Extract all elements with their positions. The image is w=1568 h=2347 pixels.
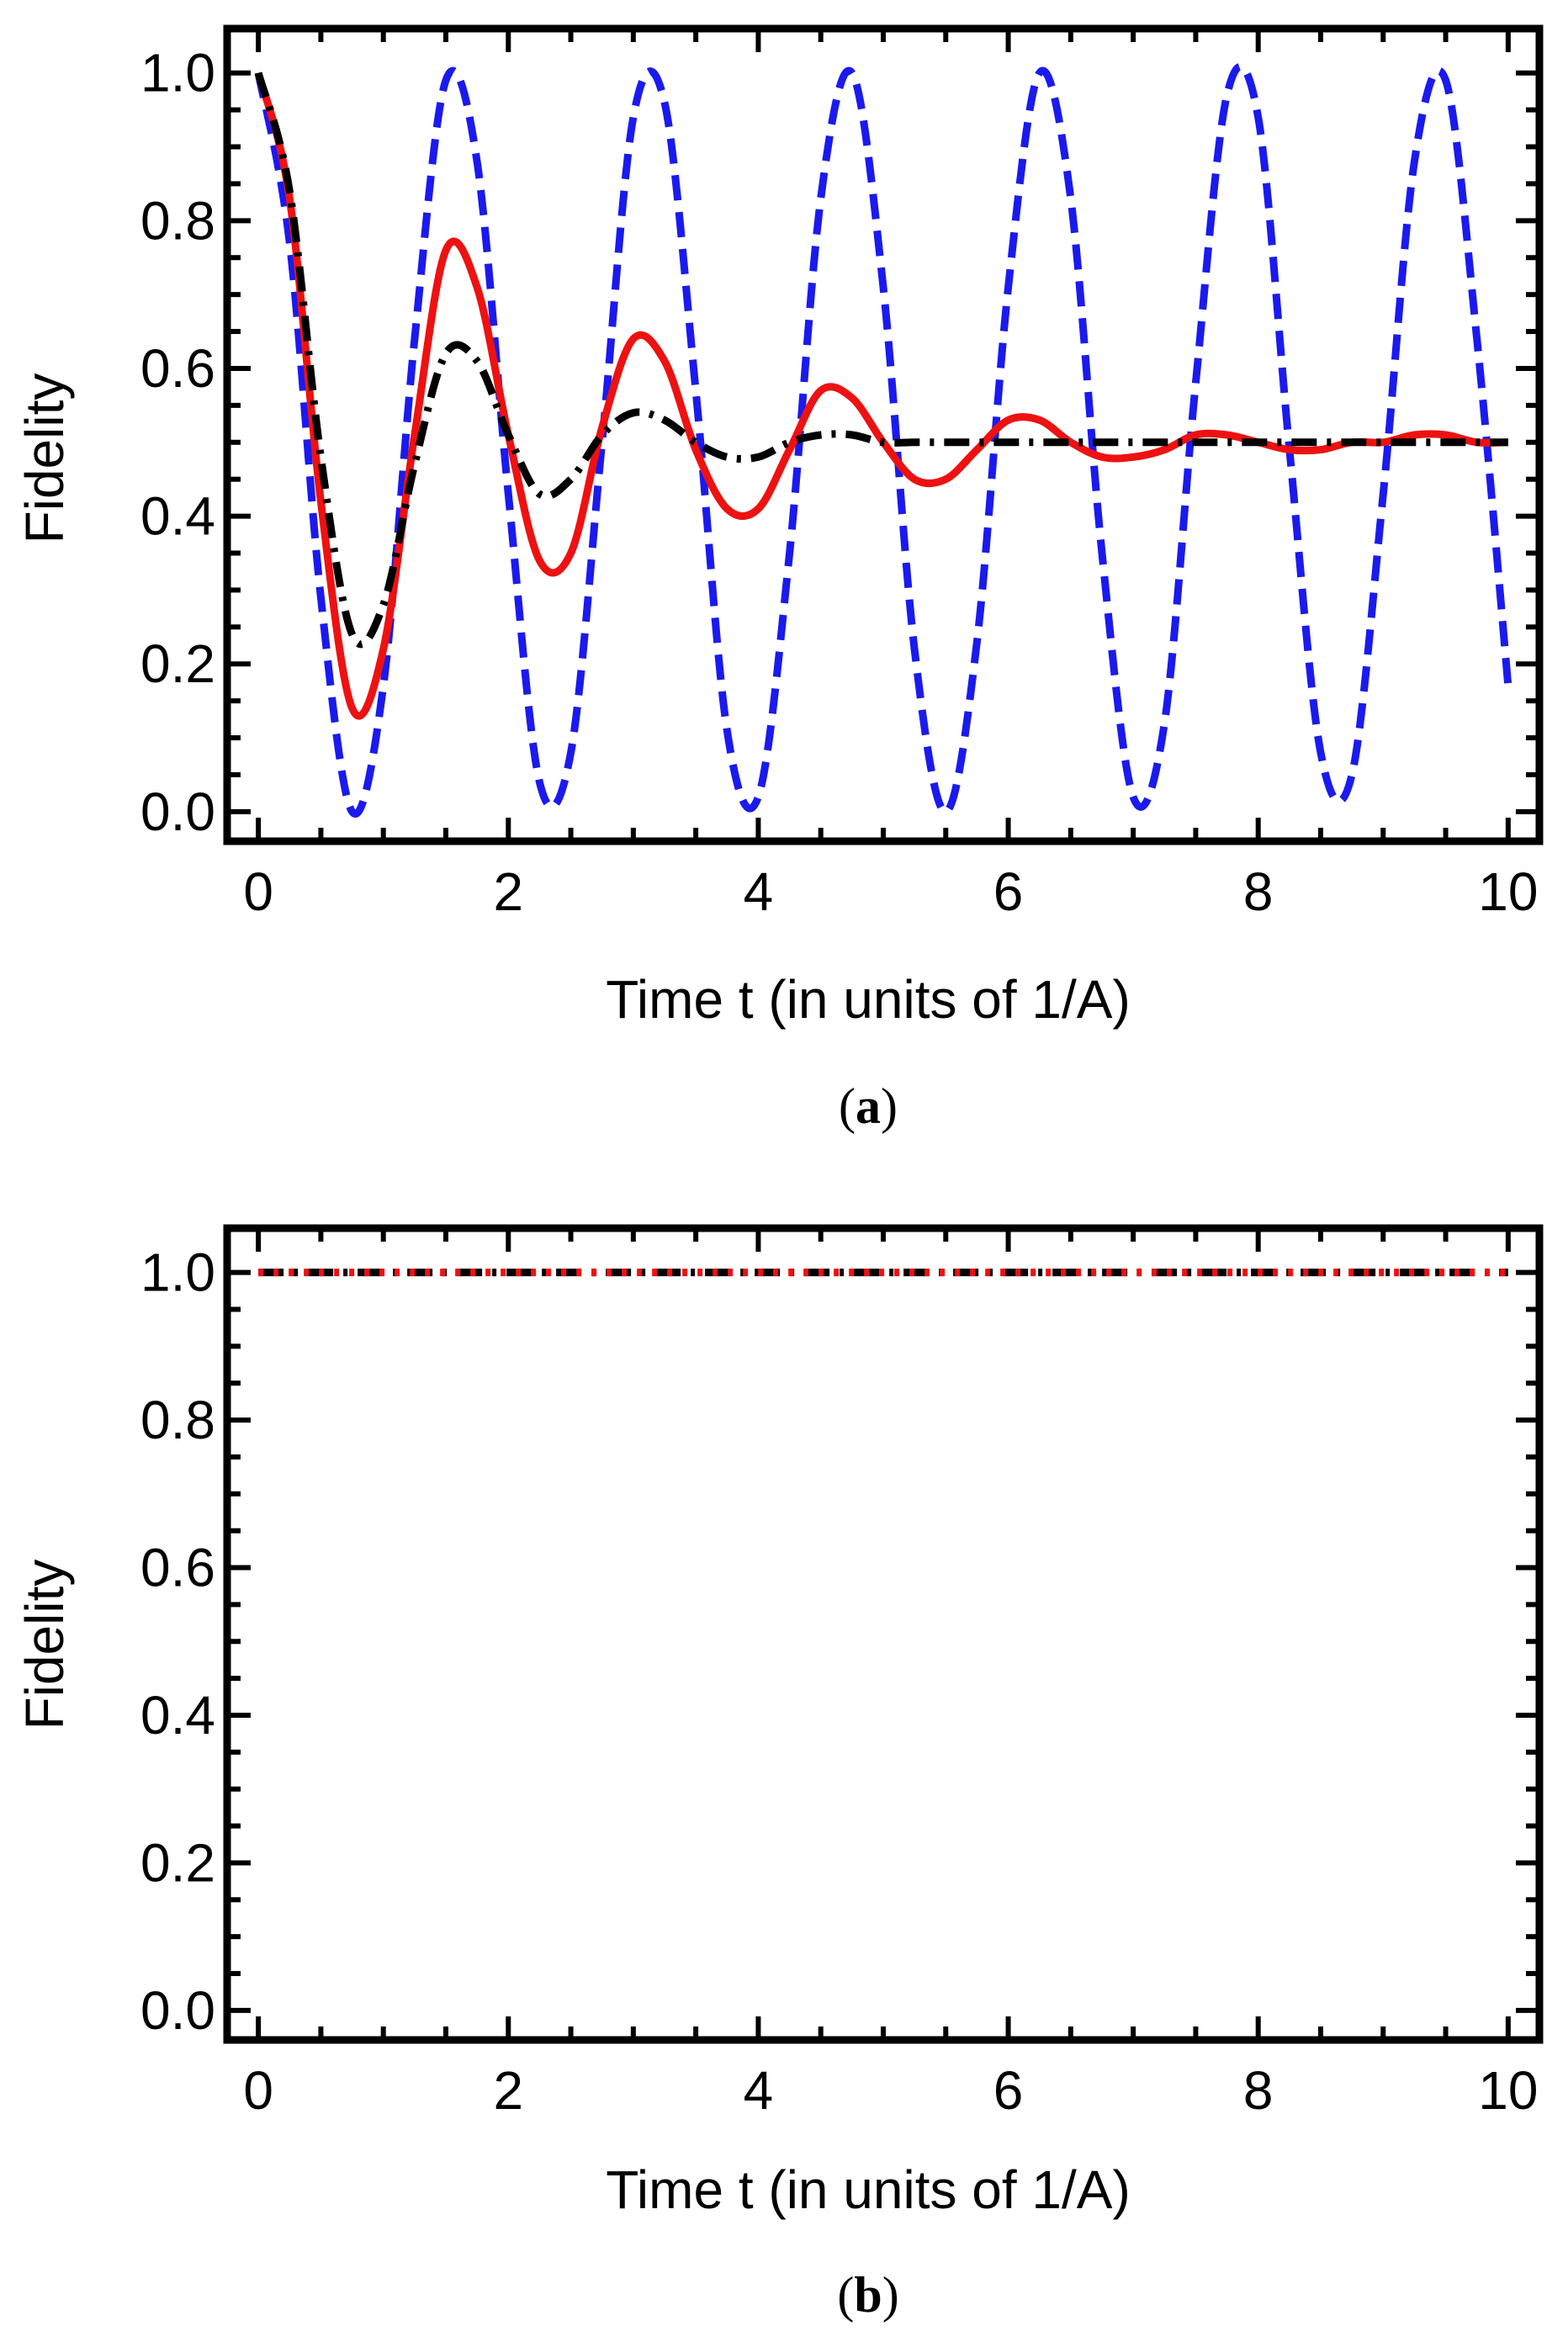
panel-caption: (a) [839,1078,898,1134]
x-axis-label: Time t (in units of 1/A) [606,969,1131,1030]
y-tick-label: 0.2 [140,633,215,694]
x-tick-label: 6 [993,2060,1024,2121]
y-tick-label: 0.8 [140,190,215,251]
x-tick-label: 10 [1478,2060,1538,2121]
y-tick-label: 0.4 [140,1685,215,1746]
chart-panel-a: Fidelity Time t (in units of 1/A) (a) 0 2… [14,24,1544,1134]
plot-frame [223,1224,1544,2044]
y-tick-label: 0.0 [140,1980,215,2041]
x-axis-label: Time t (in units of 1/A) [606,2159,1131,2220]
y-tick-label: 0.2 [140,1832,215,1893]
chart-panel-b: Fidelity Time t (in units of 1/A) (b) 0 2… [14,1224,1544,2323]
x-tick-label: 10 [1478,861,1538,922]
y-tick-label: 0.4 [140,486,215,547]
y-tick-label: 0.6 [140,338,215,399]
x-tick-label: 6 [993,861,1024,922]
y-tick-label: 0.0 [140,781,215,842]
series-line-black-dash-dot [254,72,1508,649]
x-tick-label: 4 [744,861,774,922]
y-tick-label: 1.0 [140,1242,215,1303]
x-tick-label: 4 [744,2060,774,2121]
x-tick-label: 2 [493,2060,523,2121]
x-tick-label: 2 [493,861,523,922]
x-tick-label: 0 [243,861,273,922]
series-group [254,62,1512,818]
y-tick-label: 0.6 [140,1538,215,1598]
y-axis-label: Fidelity [14,1560,75,1730]
y-axis-label: Fidelity [14,374,75,544]
x-tick-label: 0 [243,2060,273,2121]
y-tick-label: 1.0 [140,43,215,103]
y-tick-label: 0.8 [140,1390,215,1450]
x-tick-label: 8 [1243,861,1274,922]
series-line-red-solid [254,72,1508,720]
panel-caption: (b) [837,2267,898,2323]
x-tick-label: 8 [1243,2060,1274,2121]
series-line-blue-dashed [254,62,1512,818]
